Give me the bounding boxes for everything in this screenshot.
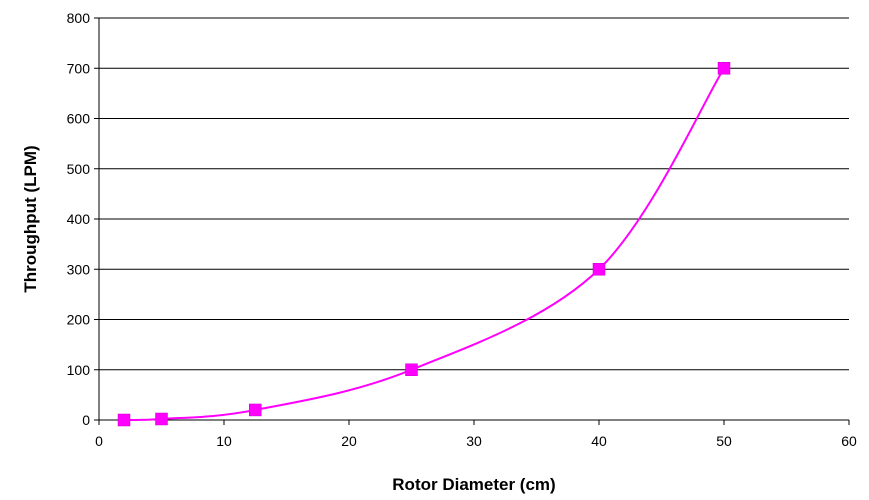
y-tick-label-3: 300	[67, 261, 91, 277]
data-point-2	[249, 403, 262, 417]
data-point-3	[405, 363, 418, 376]
data-point-1	[155, 412, 168, 426]
x-tick-label-0: 0	[95, 433, 103, 449]
y-tick-label-0: 0	[82, 412, 90, 428]
y-axis-title: Throughput (LPM)	[21, 145, 40, 292]
y-tick-label-7: 700	[67, 60, 91, 76]
y-tick-label-6: 600	[67, 111, 91, 127]
x-tick-label-3: 30	[466, 433, 482, 449]
x-tick-label-4: 40	[591, 433, 607, 449]
y-tick-label-1: 100	[67, 362, 91, 378]
y-tick-label-2: 200	[67, 312, 91, 328]
y-tick-label-4: 400	[67, 211, 91, 227]
x-axis-title: Rotor Diameter (cm)	[392, 475, 555, 494]
data-point-5	[717, 62, 731, 75]
x-axis-ticks: 0 10 20 30 40 50 60	[95, 420, 857, 449]
y-tick-label-5: 500	[67, 161, 91, 177]
x-tick-label-1: 10	[216, 433, 232, 449]
data-point-4	[592, 263, 606, 276]
y-axis-ticks: 0 100 200 300 400 500 600 700 800	[67, 10, 99, 428]
data-point-0	[117, 413, 131, 427]
x-tick-label-6: 60	[841, 433, 857, 449]
x-tick-label-5: 50	[716, 433, 732, 449]
y-tick-label-8: 800	[67, 10, 91, 26]
series-line-0	[123, 67, 725, 422]
gridlines	[99, 17, 849, 371]
x-tick-label-2: 20	[341, 433, 357, 449]
series-layer	[117, 62, 731, 427]
